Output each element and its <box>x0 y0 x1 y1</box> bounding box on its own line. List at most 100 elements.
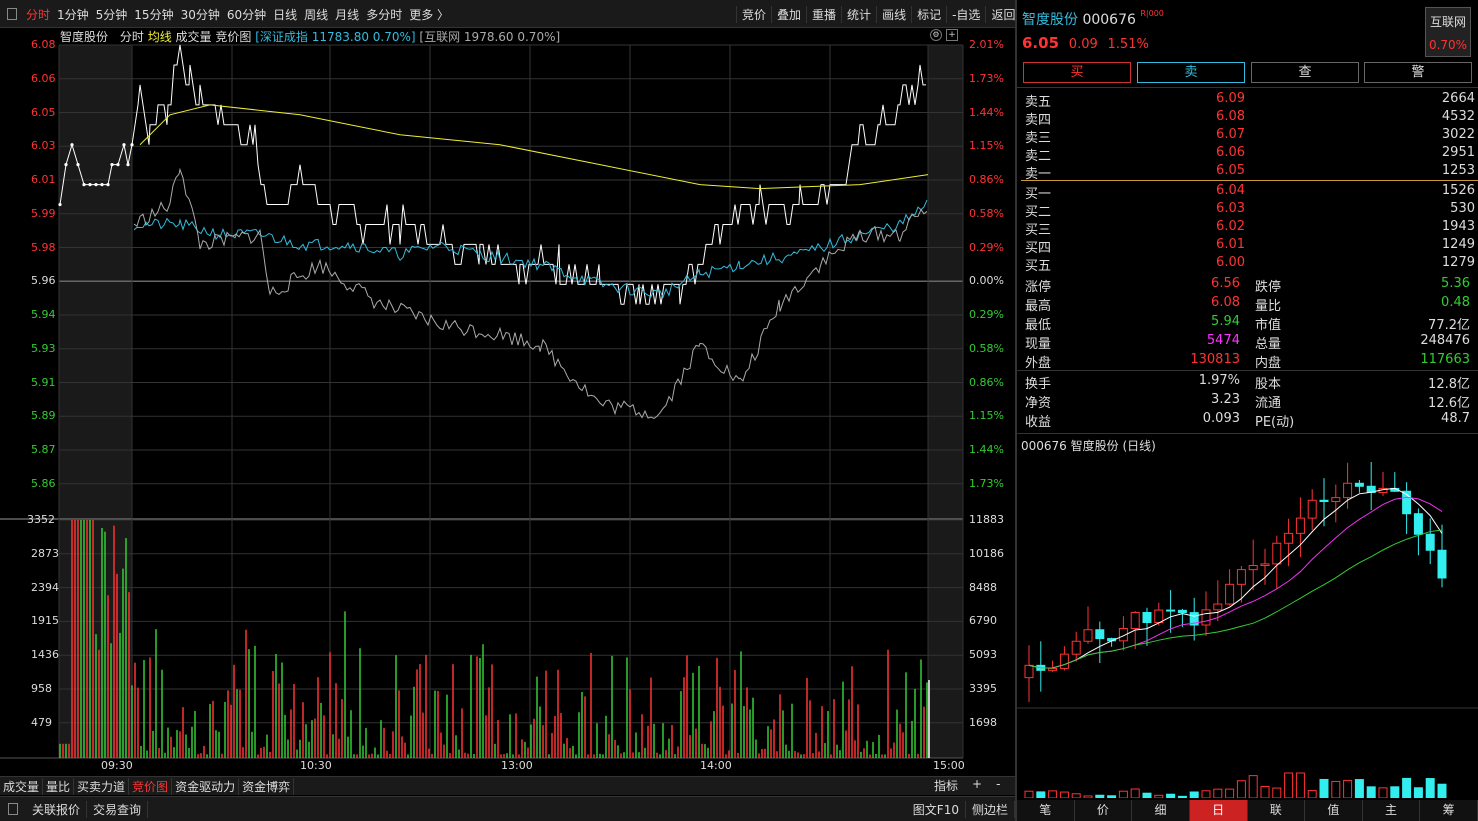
tool-button[interactable]: 统计 <box>841 5 876 23</box>
settings-icon[interactable]: ⚙ <box>930 29 942 41</box>
kline-candle <box>1130 611 1140 630</box>
kline-tab[interactable]: 日 <box>1189 800 1248 821</box>
indicator-tab[interactable]: 量比 <box>43 777 75 795</box>
buy-button[interactable]: 买 <box>1023 62 1131 83</box>
trade-query-button[interactable]: 交易查询 <box>87 800 149 818</box>
indicator-tab[interactable]: 成交量 <box>0 777 44 795</box>
sidebar-button[interactable]: 侧边栏 <box>966 800 1015 818</box>
volume-axis-label: 479 <box>31 715 52 729</box>
indicator-button[interactable]: 指标 <box>934 779 959 793</box>
remove-indicator-button[interactable]: - <box>996 777 1001 791</box>
price-axis-label: 5.99 <box>31 206 56 220</box>
indicator-tab[interactable]: 资金博弈 <box>239 777 295 795</box>
price-axis-label: 5.87 <box>31 443 56 456</box>
orderbook-price: 6.08 <box>1216 109 1245 124</box>
kline-volume-bar <box>1024 790 1034 798</box>
kline-candle <box>1437 549 1447 579</box>
indicator-tabs: 成交量 量比 买卖力道 竞价图 资金驱动力 资金博弈 <box>0 776 1015 795</box>
orderbook-row: 卖一 6.05 1253 <box>1025 163 1475 182</box>
kline-title: 000676 智度股份 (日线) <box>1021 439 1156 453</box>
period-tab[interactable]: 更多 〉 <box>409 7 450 22</box>
orderbook-price: 6.02 <box>1216 219 1245 234</box>
index2-line <box>133 167 928 419</box>
stat-label: PE(动) <box>1255 415 1295 430</box>
expand-icon[interactable]: + <box>946 29 958 41</box>
kline-volume-bar <box>1272 787 1282 798</box>
kline-candle <box>1166 609 1176 612</box>
kline-tab[interactable]: 主 <box>1363 800 1421 821</box>
related-quote-button[interactable]: 关联报价 <box>26 800 88 818</box>
period-tab[interactable]: 分时 <box>26 7 51 22</box>
pct-axis-label: 0.00% <box>969 274 1004 288</box>
chart-stock-name: 智度股份 <box>60 30 109 44</box>
volume-axis-label-right: 8488 <box>969 580 997 594</box>
sector-pct: 0.70% <box>1428 38 1468 52</box>
kline-candle <box>1354 482 1364 487</box>
kline-tab[interactable]: 细 <box>1132 800 1190 821</box>
kline-tab[interactable]: 筹 <box>1420 800 1478 821</box>
kline-candle <box>1343 482 1353 499</box>
volume-label: 成交量 <box>175 30 212 44</box>
tool-button[interactable]: 返回 <box>985 5 1020 23</box>
price-axis-label: 6.01 <box>31 173 56 186</box>
tool-button[interactable]: -自选 <box>946 5 985 23</box>
period-tab[interactable]: 15分钟 <box>134 7 174 22</box>
menu-icon[interactable] <box>7 8 17 20</box>
tool-button[interactable]: 重播 <box>806 5 841 23</box>
kline-tab[interactable]: 值 <box>1305 800 1363 821</box>
kline-candle <box>1213 603 1223 611</box>
period-tab[interactable]: 多分时 <box>366 7 403 22</box>
period-tab[interactable]: 5分钟 <box>95 7 128 22</box>
auction-point <box>82 183 86 187</box>
sector-box[interactable]: 互联网 0.70% <box>1425 7 1471 57</box>
price-axis-label: 5.98 <box>31 240 56 254</box>
stat-label: 收益 <box>1025 415 1052 430</box>
kline-candle <box>1413 513 1423 535</box>
price-axis-label: 6.06 <box>31 71 56 85</box>
f10-button[interactable]: 图文F10 <box>907 800 966 818</box>
period-tab[interactable]: 周线 <box>304 7 329 22</box>
kline-volume-bar <box>1284 772 1294 798</box>
kline-tab[interactable]: 笔 <box>1017 800 1075 821</box>
period-tab[interactable]: 60分钟 <box>226 7 267 22</box>
kline-tab[interactable]: 价 <box>1075 800 1133 821</box>
orderbook-volume: 2664 <box>1441 91 1475 106</box>
kline-volume-bar <box>1130 788 1140 798</box>
indicator-tools: 指标 + - <box>934 777 1000 795</box>
stat-value: 5.94 <box>1211 314 1240 329</box>
orderbook-price: 6.03 <box>1216 201 1245 216</box>
pct-axis-label: 0.29% <box>969 240 1004 254</box>
volume-axis-label-right: 6790 <box>969 614 997 628</box>
kline-candle <box>1154 609 1164 624</box>
kline-chart[interactable] <box>1017 452 1478 798</box>
kline-volume-bar <box>1177 795 1187 798</box>
tool-button[interactable]: 竞价 <box>736 5 771 23</box>
tool-button[interactable]: 画线 <box>876 5 911 23</box>
panel-icon[interactable] <box>8 803 18 815</box>
indicator-tab[interactable]: 买卖力道 <box>74 777 130 795</box>
price-axis-label: 5.89 <box>31 409 56 423</box>
period-tab[interactable]: 日线 <box>273 7 298 22</box>
indicator-tab[interactable]: 竞价图 <box>129 777 173 795</box>
auction-point <box>94 183 98 187</box>
add-indicator-button[interactable]: + <box>972 777 983 791</box>
sell-button[interactable]: 卖 <box>1137 62 1245 83</box>
kline-volume-bar <box>1107 795 1117 798</box>
period-tab[interactable]: 30分钟 <box>180 7 220 22</box>
indicator-tab[interactable]: 资金驱动力 <box>172 777 240 795</box>
intraday-chart[interactable]: 智度股份 分时 均线 成交量 竞价图 [深证成指 11783.80 0.70%]… <box>0 28 1015 776</box>
orderbook-label: 卖四 <box>1025 113 1052 128</box>
tool-button[interactable]: 叠加 <box>771 5 806 23</box>
tool-button[interactable]: 标记 <box>911 5 946 23</box>
alert-button[interactable]: 警 <box>1364 62 1472 83</box>
stat-label: 量比 <box>1255 299 1282 314</box>
period-tab[interactable]: 1分钟 <box>57 7 89 22</box>
time-label: 09:30 <box>101 759 133 772</box>
kline-volume-bar <box>1225 788 1235 798</box>
stat-label: 市值 <box>1255 318 1282 333</box>
price-axis-label: 5.93 <box>31 341 56 355</box>
query-button[interactable]: 查 <box>1251 62 1359 83</box>
period-tab[interactable]: 月线 <box>335 7 360 22</box>
kline-tab[interactable]: 联 <box>1248 800 1306 821</box>
price-axis-label: 5.96 <box>31 274 56 288</box>
